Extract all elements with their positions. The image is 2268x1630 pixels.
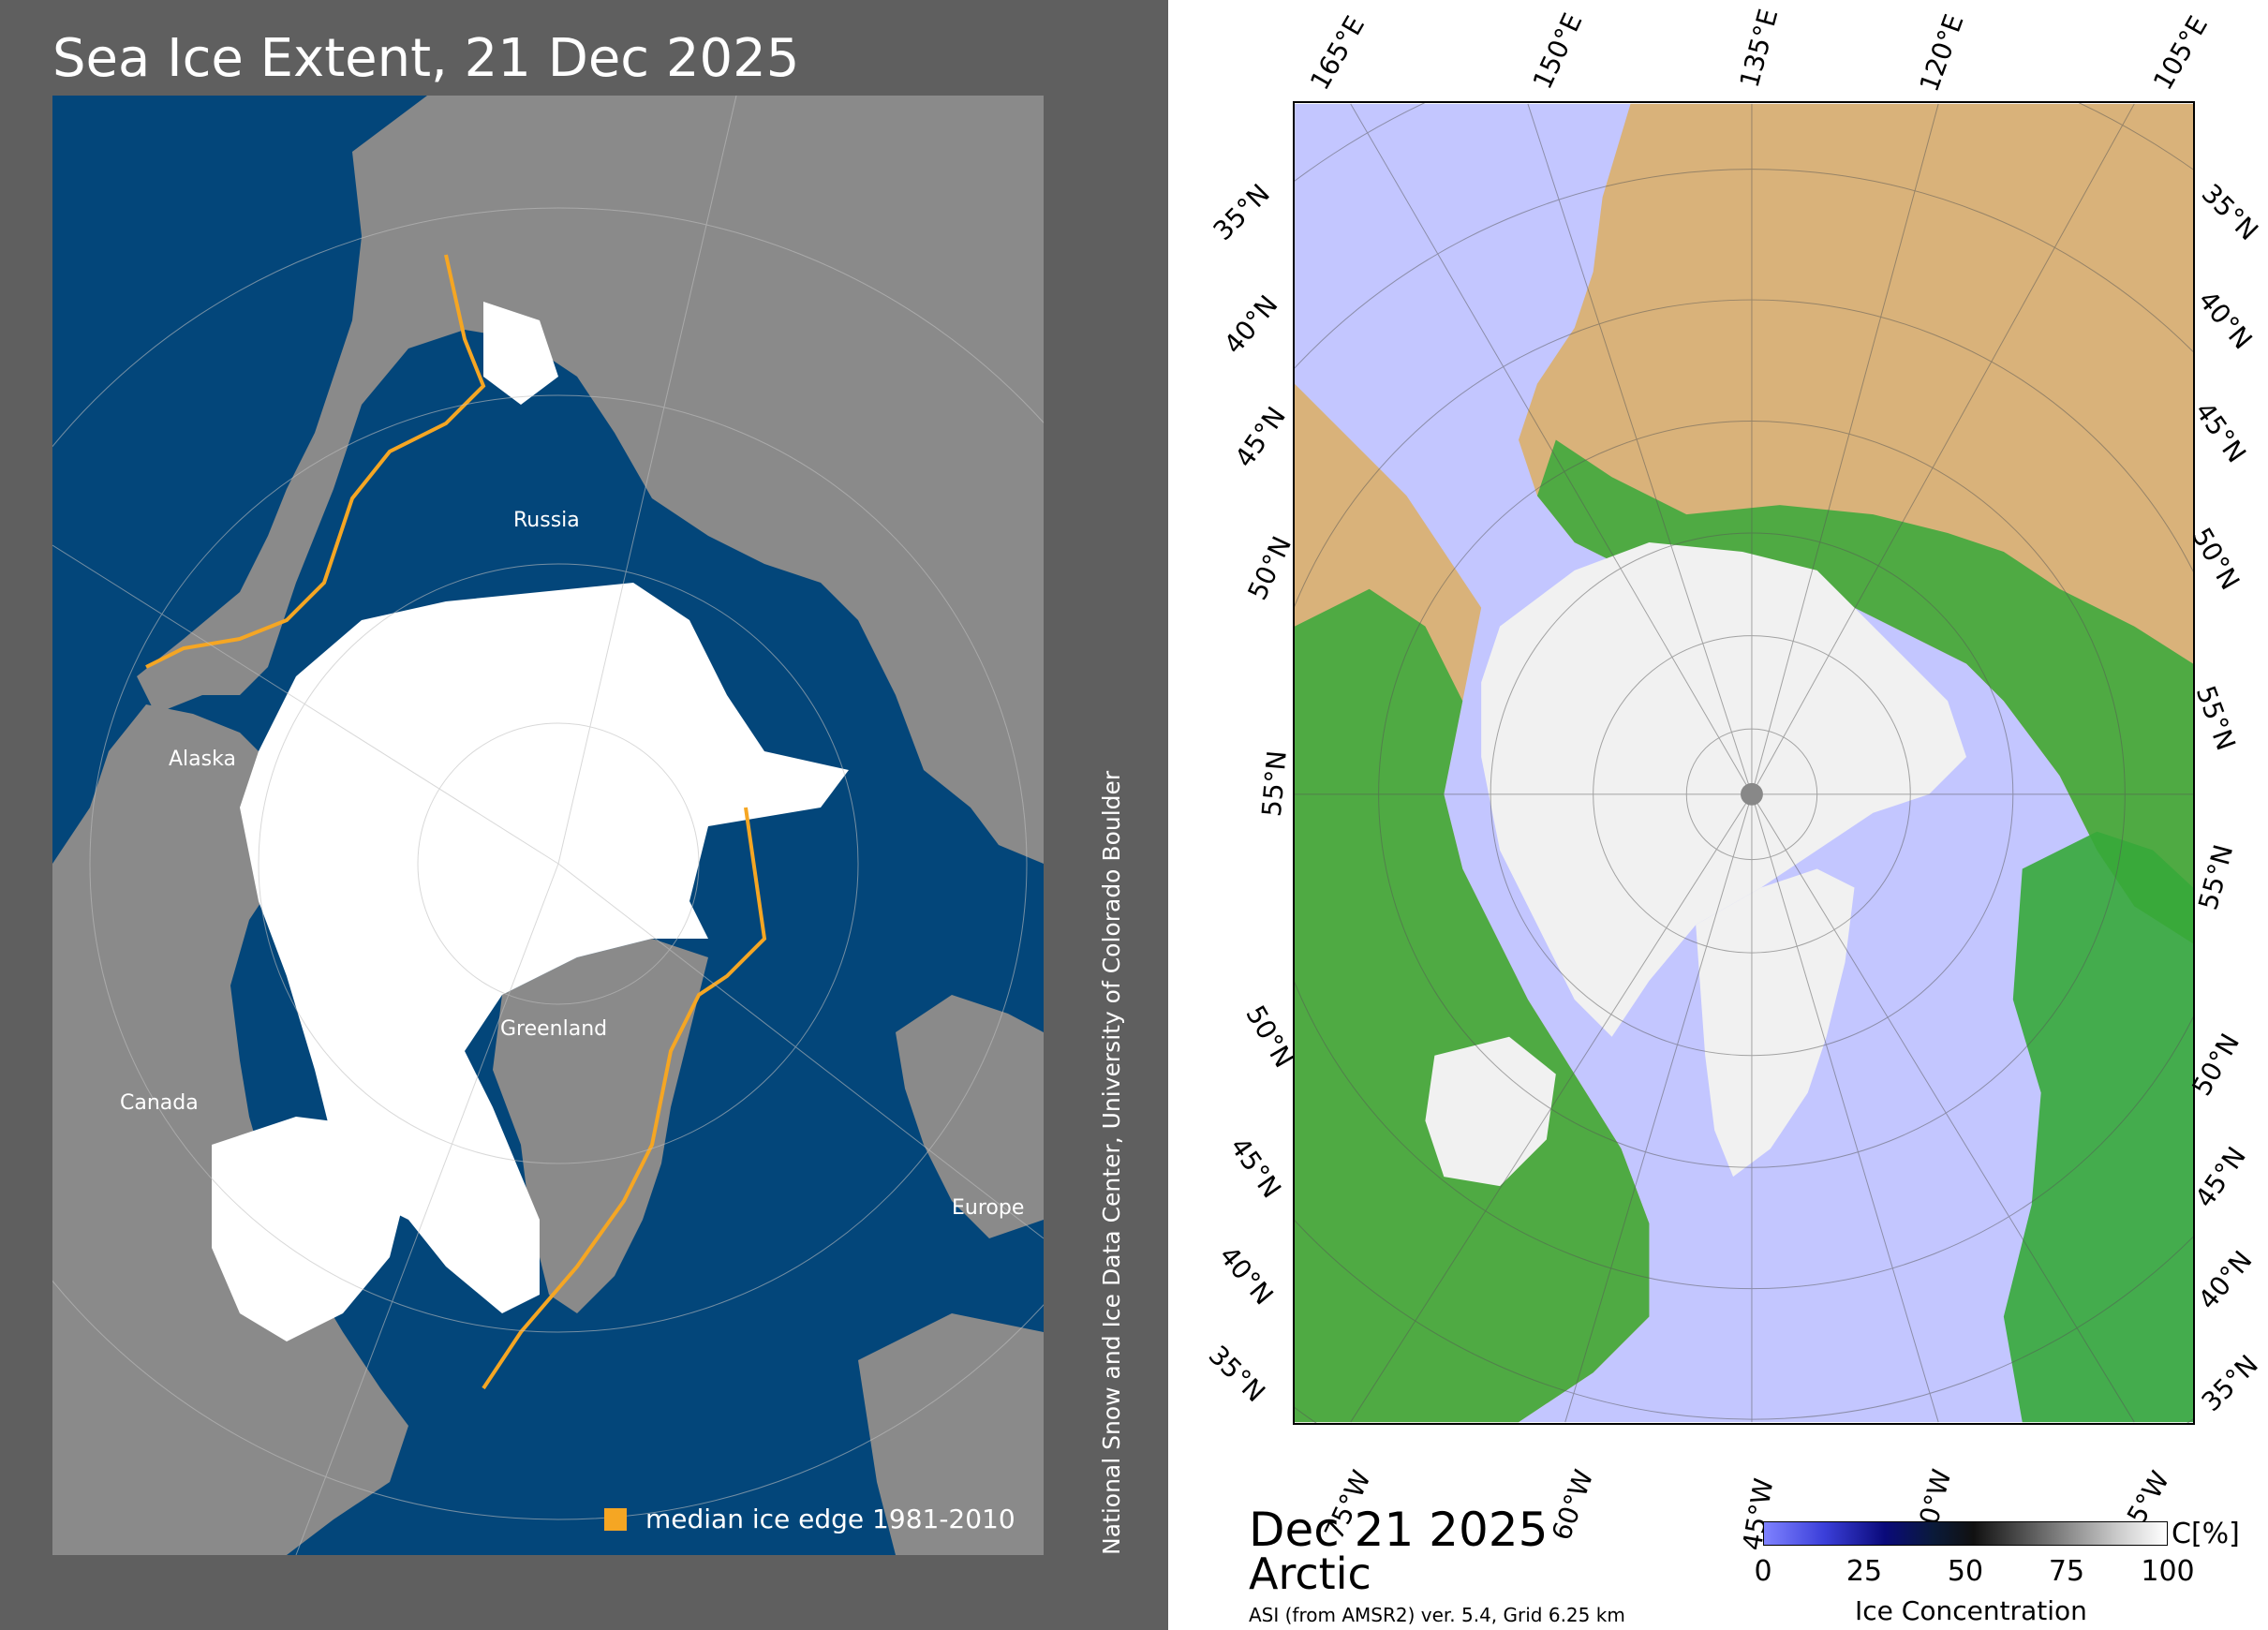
median-ice-edge-line-atlantic — [482, 807, 767, 1390]
region-label-alaska: Alaska — [169, 748, 236, 771]
region-label-canada: Canada — [120, 1091, 199, 1115]
colorbar-tick-2: 50 — [1947, 1555, 1984, 1588]
map-date: Dec 21 2025 — [1249, 1503, 1549, 1557]
map-region: Arctic — [1249, 1548, 1371, 1599]
colorbar-title: Ice Concentration — [1855, 1595, 2087, 1626]
sea-ice-hudson-bay — [212, 1117, 408, 1341]
nsidc-panel: Sea Ice Extent, 21 Dec 2025 Rus — [0, 0, 1168, 1630]
land-europe — [2003, 831, 2193, 1423]
credit-text: National Snow and Ice Data Center, Unive… — [1098, 770, 1125, 1555]
algorithm-info: ASI (from AMSR2) ver. 5.4, Grid 6.25 km — [1249, 1604, 1625, 1626]
colorbar-tick-4: 100 — [2141, 1555, 2195, 1588]
median-ice-edge-line — [145, 254, 486, 669]
region-label-greenland: Greenland — [500, 1017, 607, 1041]
sea-ice-sea-of-okhotsk — [483, 302, 558, 405]
sea-ice-hudson-bay — [1425, 1036, 1556, 1187]
land-russia — [137, 96, 1044, 864]
region-label-russia: Russia — [513, 509, 580, 532]
land-greenland — [1696, 868, 1855, 1178]
median-edge-legend: median ice edge 1981-2010 — [604, 1504, 1015, 1534]
land-greenland — [493, 939, 708, 1313]
land-europe — [896, 995, 1044, 1238]
ice-concentration-colorbar — [1763, 1521, 2168, 1546]
sea-ice-extent-map: Russia Alaska Greenland Canada Europe — [52, 96, 1044, 1555]
graticule — [52, 96, 1044, 1555]
colorbar-unit: C[%] — [2172, 1518, 2240, 1550]
legend-swatch-orange — [604, 1507, 627, 1531]
ice-concentration-map — [1293, 101, 2195, 1425]
colorbar-tick-0: 0 — [1754, 1555, 1772, 1588]
land-europe-south — [858, 1313, 1044, 1555]
north-pole-hole — [1741, 782, 1763, 806]
region-label-europe: Europe — [952, 1196, 1024, 1220]
land-north-america-green — [1295, 588, 1650, 1423]
lat-label-left-4: 55°N — [1255, 748, 1293, 819]
colorbar-tick-3: 75 — [2048, 1555, 2085, 1588]
land-north-america — [52, 704, 408, 1555]
sea-ice-central-arctic — [240, 583, 849, 1313]
graticule — [1295, 103, 2193, 1423]
map-title: Sea Ice Extent, 21 Dec 2025 — [52, 28, 800, 89]
legend-label: median ice edge 1981-2010 — [645, 1504, 1015, 1534]
colorbar-tick-1: 25 — [1846, 1555, 1883, 1588]
